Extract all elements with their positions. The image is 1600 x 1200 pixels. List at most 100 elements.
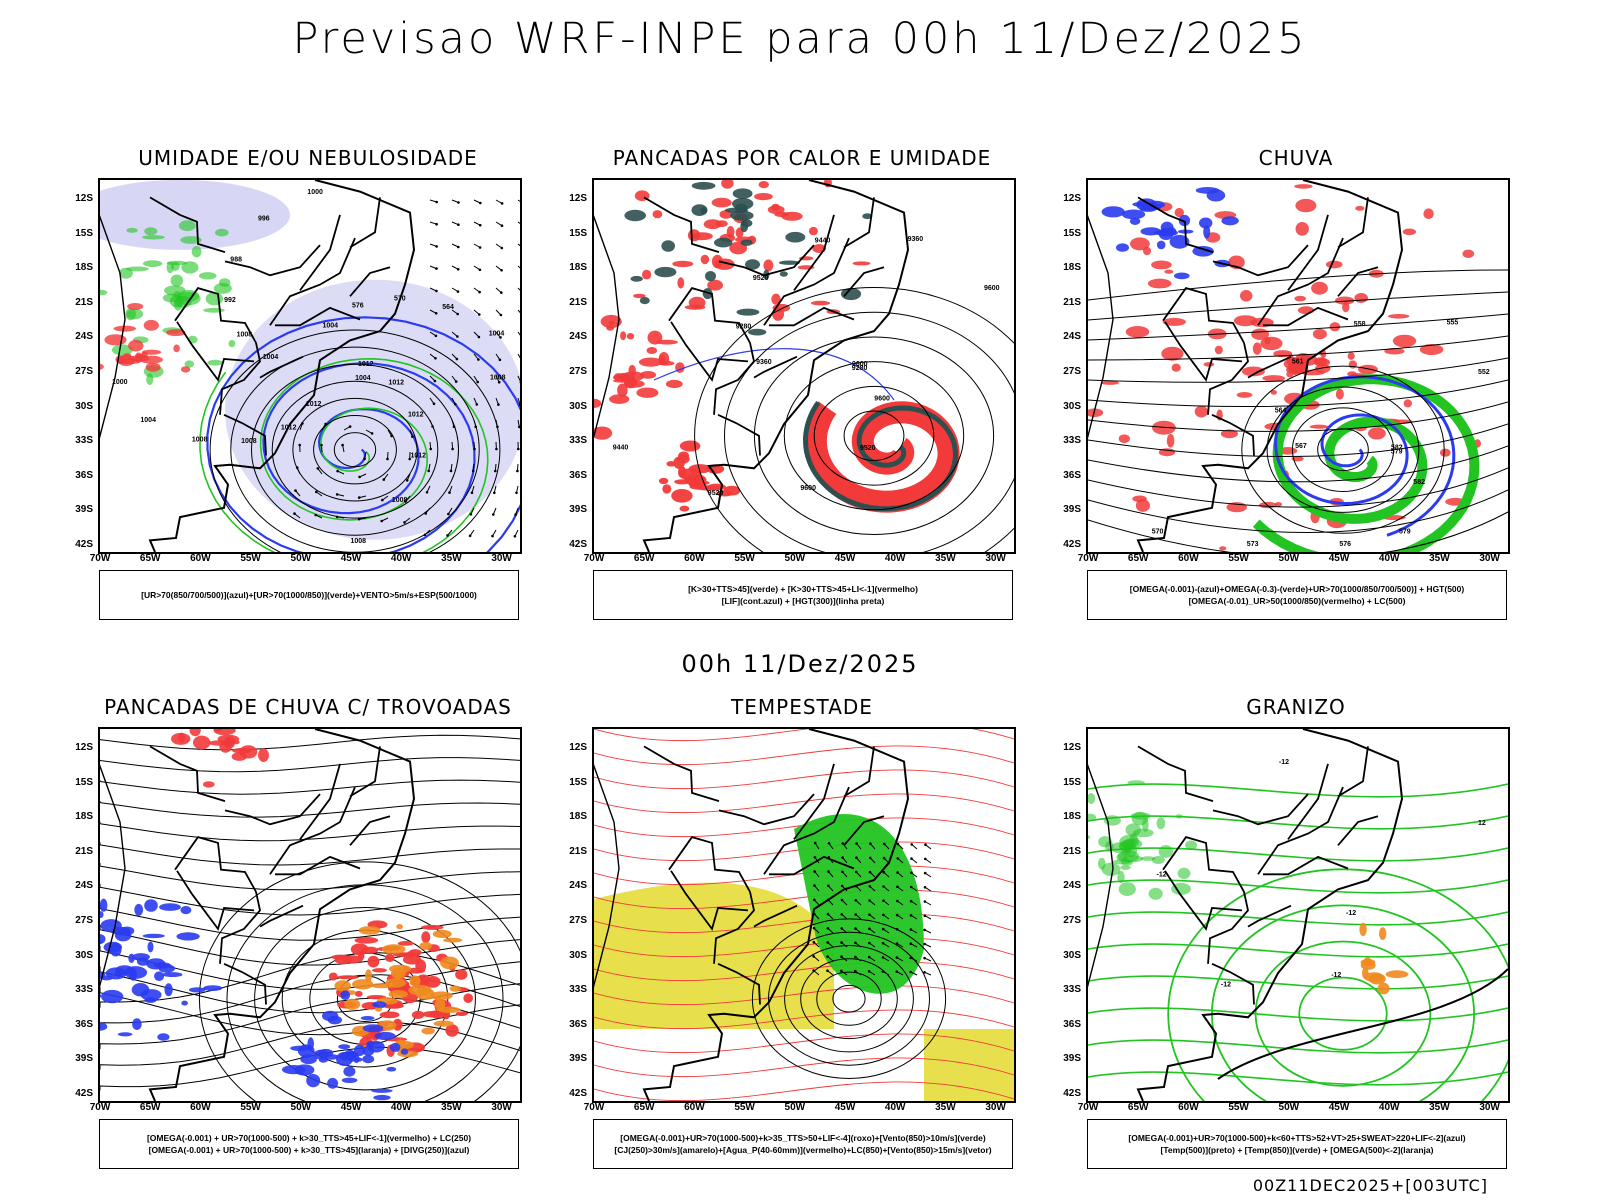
latitude-tick-label: 30S [75, 400, 93, 412]
rain-cell [1292, 360, 1305, 371]
contour-label: 579 [1399, 529, 1411, 536]
wind-vector [478, 246, 482, 249]
storm-cell [646, 347, 658, 354]
longitude-tick-label: 35W [441, 553, 462, 564]
wind-vector [909, 928, 913, 931]
contour-label: 582 [1391, 445, 1403, 452]
omega-spiral [1274, 375, 1456, 537]
thickness-cell [141, 351, 148, 358]
temp850-contour [1088, 975, 1508, 990]
country-border [769, 855, 855, 876]
divergence-cell [112, 926, 131, 936]
wind-vector [500, 291, 503, 294]
storm-cell [662, 484, 672, 494]
wind-vector [457, 245, 460, 249]
wind-vector [434, 357, 437, 360]
latitude-tick-label: 21S [569, 845, 587, 857]
rain-cell [1355, 205, 1365, 211]
shower-cell [396, 924, 403, 930]
divergence-cell [281, 1065, 306, 1075]
temp850-contour [1088, 1007, 1508, 1022]
wind-vector [446, 534, 449, 537]
wind-vector [840, 898, 844, 902]
height-contour [724, 311, 1014, 552]
latitude-tick-label: 12S [1063, 193, 1081, 204]
contour-label: 570 [1152, 528, 1164, 535]
legend-line: [Temp(500)](preto) + [Temp(850)](verde) … [1160, 1145, 1434, 1155]
wind-vector [370, 432, 374, 435]
wind-vector [895, 913, 899, 917]
wind-vector [896, 885, 899, 889]
country-border [713, 891, 755, 964]
humidity-cell [207, 359, 223, 366]
rain-cell [1295, 222, 1309, 236]
wind-vector [515, 491, 518, 495]
latitude-tick-label: 42S [1063, 1088, 1081, 1099]
temp850-contour [1211, 904, 1475, 1101]
temp850-contour [1140, 856, 1156, 861]
wind-vector [335, 515, 339, 519]
wind-vector [403, 521, 406, 524]
humidity-cell [126, 227, 138, 233]
height-contour [1291, 407, 1395, 493]
thunderstorm-cell [258, 748, 269, 762]
storm-cell [771, 203, 780, 211]
contour-label: 576 [352, 303, 364, 310]
divergence-cell [100, 898, 108, 912]
contour-label: 9440 [613, 445, 629, 452]
latitude-tick-label: 39S [75, 504, 93, 516]
humidity-cell [164, 285, 186, 296]
wind-vector [854, 913, 857, 916]
divergence-cell [400, 1048, 409, 1055]
wind-vector [336, 469, 339, 473]
rain-cell [1368, 427, 1386, 440]
panel-legend: [OMEGA(-0.001) + UR>70(1000-500) + k>30_… [99, 1119, 519, 1169]
country-border [769, 306, 855, 327]
longitude-tick-label: 50W [1278, 1102, 1300, 1113]
divergence-cell [318, 1057, 328, 1063]
divergence-cell [115, 970, 124, 977]
rain-cell [1260, 336, 1283, 351]
wind-vector [454, 380, 458, 383]
temp850-contour [1171, 882, 1191, 895]
longitude-tick-label: 40W [884, 553, 906, 564]
rain-cell [1151, 260, 1172, 270]
country-border [1162, 836, 1245, 893]
wind-vector [518, 403, 520, 406]
rain-cell [1252, 342, 1262, 355]
longitude-tick-label: 35W [935, 1102, 956, 1113]
wind-vector [854, 941, 857, 945]
rain-cell [1314, 357, 1328, 365]
streamline [198, 861, 520, 1101]
rain-cell [1240, 290, 1253, 302]
wind-vector [435, 289, 438, 293]
wind-vector [314, 513, 317, 517]
latitude-tick-label: 42S [569, 539, 587, 550]
wind-vector [341, 443, 344, 447]
longitude-tick-label: 50W [784, 553, 806, 564]
longitude-tick-label: 55W [240, 553, 261, 564]
contour-label: 1012 [306, 401, 322, 408]
longitude-tick-label: 55W [734, 1102, 755, 1113]
heat-cell [714, 237, 733, 248]
country-border [1257, 237, 1344, 326]
omega-cell [1101, 206, 1125, 218]
low-level-contour [594, 937, 1014, 958]
storm-cell [671, 489, 693, 503]
longitude-tick-label: 55W [240, 1102, 261, 1113]
wind-circulation [832, 984, 866, 1013]
contour-label: 1000 [307, 189, 323, 196]
wind-vector [434, 334, 438, 338]
contour-label: 555 [1447, 320, 1459, 327]
contour-label: 570 [394, 295, 406, 302]
rain-cell [1392, 334, 1417, 348]
streamline [100, 1046, 520, 1091]
storm-cell [600, 314, 622, 329]
country-border [149, 196, 226, 253]
latitude-tick-label: 27S [75, 915, 93, 926]
latitude-tick-label: 15S [569, 776, 587, 788]
wind-vector [812, 926, 816, 930]
wind-vector [500, 269, 503, 272]
wind-circulation [816, 971, 882, 1026]
rain-cell [1291, 456, 1304, 462]
